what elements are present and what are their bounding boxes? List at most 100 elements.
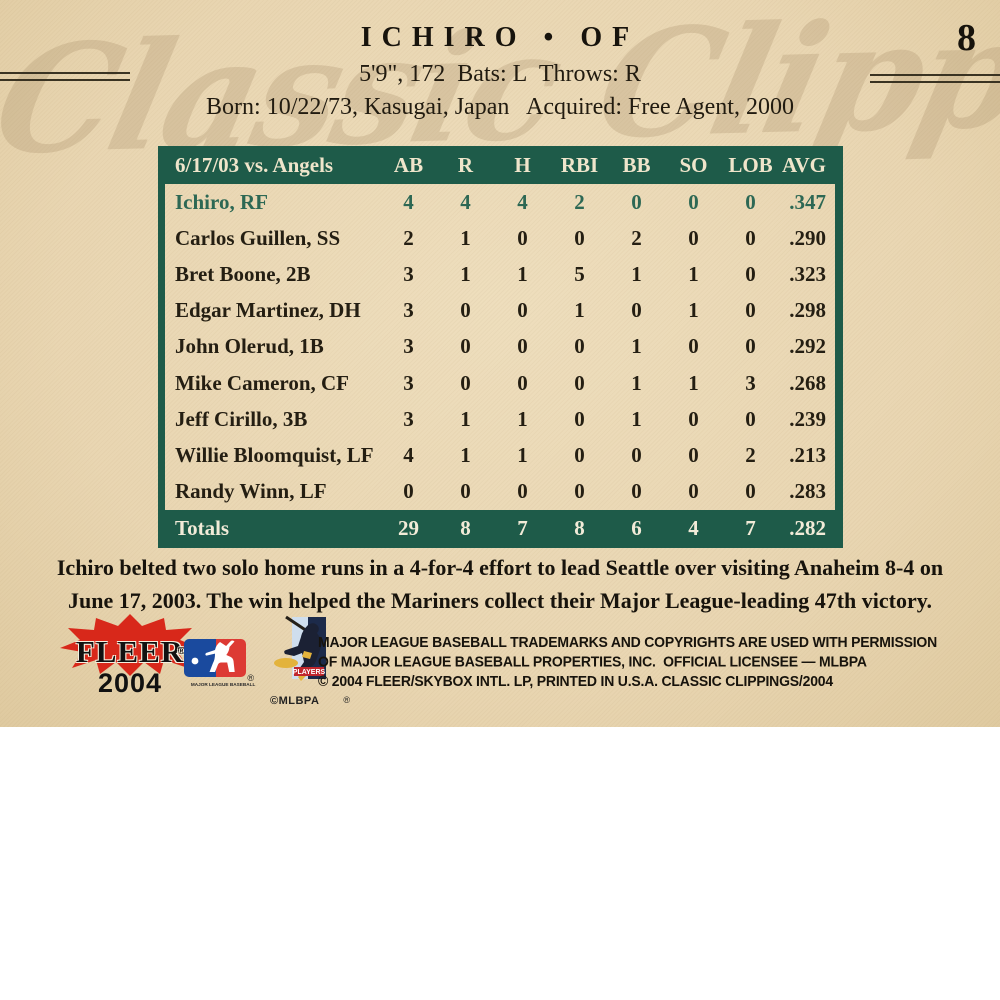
total-lob: 7 (745, 516, 756, 541)
stat-bb: 2 (631, 225, 642, 250)
stat-avg: .239 (789, 406, 826, 431)
total-r: 8 (460, 516, 471, 541)
player-name: Mike Cameron, CF (175, 370, 349, 395)
stat-ab: 4 (403, 442, 414, 467)
stat-h: 4 (517, 189, 528, 214)
stat-avg: .292 (789, 334, 826, 359)
stat-ab: 3 (403, 261, 414, 286)
totals-row: Totals 29 8 7 8 6 4 7 .282 (165, 509, 835, 548)
stat-so: 1 (688, 261, 699, 286)
mlb-logo: MAJOR LEAGUE BASEBALL ® (184, 639, 256, 689)
stat-bb: 1 (631, 334, 642, 359)
stat-lob: 0 (745, 189, 756, 214)
table-row-cameron: Mike Cameron, CF 3 0 0 0 1 1 3 .268 (165, 365, 835, 401)
totals-label: Totals (175, 516, 230, 541)
stat-r: 0 (460, 479, 471, 504)
table-row-guillen: Carlos Guillen, SS 2 1 0 0 2 0 0 .290 (165, 220, 835, 256)
stat-ab: 4 (403, 189, 414, 214)
decorative-rule-right (870, 74, 1000, 83)
registered-mark-icon: ® (247, 673, 254, 683)
caption-line-2: June 17, 2003. The win helped the Marine… (67, 588, 933, 613)
player-name: Carlos Guillen, SS (175, 225, 341, 250)
player-name: Bret Boone, 2B (175, 261, 311, 286)
stat-rbi: 0 (574, 334, 585, 359)
stat-avg: .213 (789, 442, 826, 467)
stat-bb: 0 (631, 298, 642, 323)
caption-line-1: Ichiro belted two solo home runs in a 4-… (56, 555, 944, 580)
stat-lob: 0 (745, 298, 756, 323)
stat-r: 1 (460, 225, 471, 250)
stat-h: 0 (517, 479, 528, 504)
total-rbi: 8 (574, 516, 585, 541)
stat-ab: 3 (403, 334, 414, 359)
player-name-title: ICHIRO • OF (360, 22, 640, 53)
stat-r: 1 (460, 406, 471, 431)
legal-line-1: MAJOR LEAGUE BASEBALL TRADEMARKS AND COP… (318, 633, 938, 651)
table-row-boone: Bret Boone, 2B 3 1 1 5 1 1 0 .323 (165, 256, 835, 292)
stat-lob: 0 (745, 406, 756, 431)
total-h: 7 (517, 516, 528, 541)
table-row-cirillo: Jeff Cirillo, 3B 3 1 1 0 1 0 0 .239 (165, 401, 835, 437)
registered-mark-icon: ® (177, 646, 187, 657)
column-header-h: H (514, 152, 531, 177)
stat-so: 0 (688, 479, 699, 504)
table-row-ichiro: Ichiro, RF 4 4 4 2 0 0 0 .347 (165, 184, 835, 220)
stat-h: 0 (517, 225, 528, 250)
stat-ab: 3 (403, 370, 414, 395)
stat-avg: .268 (789, 370, 826, 395)
stat-h: 0 (517, 298, 528, 323)
stat-so: 0 (688, 225, 699, 250)
column-header-rbi: RBI (560, 152, 599, 177)
stat-h: 1 (517, 261, 528, 286)
mlbpa-logo: PLAYERS ©MLBPA ® (256, 615, 352, 707)
total-ab: 29 (398, 516, 419, 541)
stat-lob: 3 (745, 370, 756, 395)
stat-rbi: 0 (574, 370, 585, 395)
table-row-olerud: John Olerud, 1B 3 0 0 0 1 0 0 .292 (165, 329, 835, 365)
mlb-logo-caption: MAJOR LEAGUE BASEBALL (190, 683, 256, 688)
stat-rbi: 0 (574, 406, 585, 431)
total-avg: .282 (789, 516, 826, 541)
player-name: Edgar Martinez, DH (175, 298, 361, 323)
fleer-starburst-icon (60, 614, 200, 676)
player-name: Jeff Cirillo, 3B (175, 406, 308, 431)
stat-bb: 1 (631, 406, 642, 431)
stat-lob: 0 (745, 225, 756, 250)
game-label: 6/17/03 vs. Angels (175, 152, 334, 177)
stat-h: 0 (517, 334, 528, 359)
total-so: 4 (688, 516, 699, 541)
stat-ab: 2 (403, 225, 414, 250)
table-row-winn: Randy Winn, LF 0 0 0 0 0 0 0 .283 (165, 474, 835, 510)
game-summary-caption: Ichiro belted two solo home runs in a 4-… (0, 551, 1000, 617)
stat-lob: 0 (745, 479, 756, 504)
stat-r: 1 (460, 261, 471, 286)
stat-ab: 0 (403, 479, 414, 504)
stat-lob: 2 (745, 442, 756, 467)
stat-r: 4 (460, 189, 471, 214)
player-name: Randy Winn, LF (175, 479, 327, 504)
stat-so: 1 (688, 370, 699, 395)
stat-rbi: 1 (574, 298, 585, 323)
stat-r: 1 (460, 442, 471, 467)
table-row-bloomquist: Willie Bloomquist, LF 4 1 1 0 0 0 2 .213 (165, 437, 835, 473)
player-name: Willie Bloomquist, LF (175, 442, 374, 467)
mlb-batter-icon (184, 639, 246, 677)
stat-h: 1 (517, 442, 528, 467)
player-born-acquired: Born: 10/22/73, Kasugai, Japan Acquired:… (206, 94, 794, 120)
stat-bb: 0 (631, 479, 642, 504)
stat-so: 0 (688, 334, 699, 359)
column-header-bb: BB (622, 152, 651, 177)
stat-ab: 3 (403, 406, 414, 431)
stat-bb: 0 (631, 442, 642, 467)
stat-rbi: 0 (574, 479, 585, 504)
stat-ab: 3 (403, 298, 414, 323)
stat-bb: 0 (631, 189, 642, 214)
column-header-ab: AB (393, 152, 424, 177)
mlbpa-caption: ©MLBPA (270, 695, 320, 707)
registered-mark-icon: ® (343, 695, 350, 705)
column-header-avg: AVG (782, 152, 826, 177)
legal-line-3: © 2004 FLEER/SKYBOX INTL. LP, PRINTED IN… (318, 671, 833, 690)
stat-rbi: 0 (574, 225, 585, 250)
fleer-wordmark: FLEER ® (75, 634, 187, 669)
stat-so: 1 (688, 298, 699, 323)
